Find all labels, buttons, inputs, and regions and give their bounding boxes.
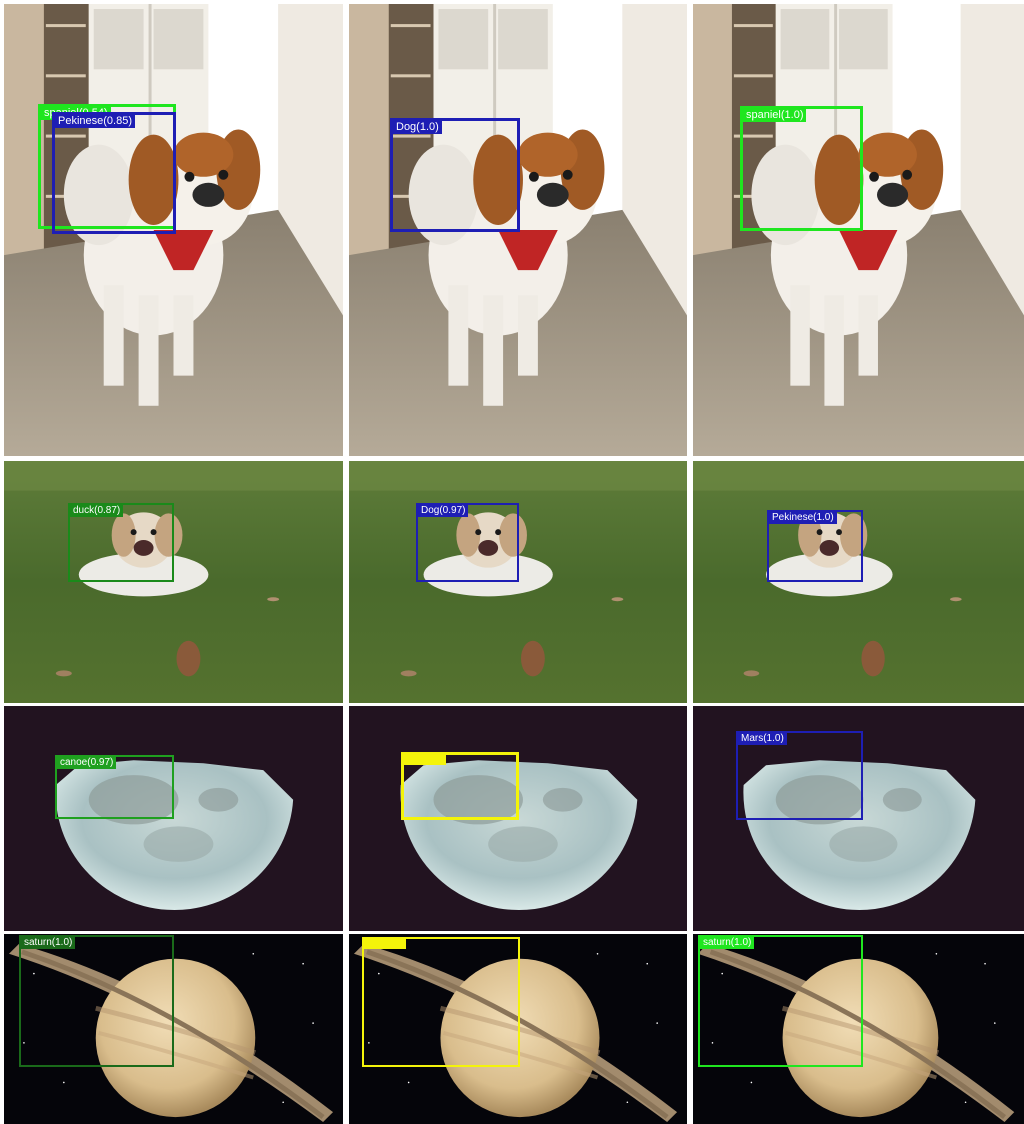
image-cell-r1-c1: spaniel(0.54) Pekinese(0.85) xyxy=(4,4,343,456)
image-cell-r3-c1: canoe(0.97) xyxy=(4,706,343,931)
detection-bounding-box: duck(0.87) xyxy=(68,503,174,582)
image-cell-r2-c2: Dog(0.97) xyxy=(349,461,687,703)
detection-label: canoe(0.97) xyxy=(57,757,117,769)
dog-grass-photo xyxy=(4,461,343,703)
detection-label xyxy=(364,939,406,949)
image-cell-r4-c1: saturn(1.0) xyxy=(4,934,343,1124)
detection-label: Dog(0.97) xyxy=(418,505,469,517)
saturn-image xyxy=(693,934,1024,1124)
detection-bounding-box: Dog(1.0) xyxy=(390,118,520,232)
saturn-photo xyxy=(693,934,1024,1124)
detection-bounding-box: saturn(1.0) xyxy=(19,935,174,1067)
dog-grass-image xyxy=(4,461,343,703)
detection-label: saturn(1.0) xyxy=(700,937,755,949)
detection-bounding-box: saturn(1.0) xyxy=(698,935,863,1067)
dog-grass-photo xyxy=(349,461,687,703)
image-cell-r1-c3: spaniel(1.0) xyxy=(693,4,1024,456)
image-cell-r3-c3: Mars(1.0) xyxy=(693,706,1024,931)
detection-bounding-box xyxy=(401,752,519,820)
dog-indoor-photo xyxy=(4,4,343,456)
image-cell-r2-c1: duck(0.87) xyxy=(4,461,343,703)
dog-grass-image xyxy=(693,461,1024,703)
image-cell-r2-c3: Pekinese(1.0) xyxy=(693,461,1024,703)
moon-image xyxy=(349,706,687,931)
detection-label: spaniel(1.0) xyxy=(743,109,807,122)
detection-label: saturn(1.0) xyxy=(21,937,76,949)
dog-indoor-image xyxy=(4,4,343,456)
moon-photo xyxy=(693,706,1024,931)
detection-label: Dog(1.0) xyxy=(393,121,442,134)
dog-grass-image xyxy=(349,461,687,703)
detection-label xyxy=(404,755,446,765)
detection-label: Pekinese(0.85) xyxy=(55,115,135,128)
detection-bounding-box: Dog(0.97) xyxy=(416,503,519,582)
dog-grass-photo xyxy=(693,461,1024,703)
detection-bounding-box: Pekinese(1.0) xyxy=(767,510,863,582)
detection-bounding-box xyxy=(362,937,520,1067)
image-cell-r4-c2 xyxy=(349,934,687,1124)
detection-label: duck(0.87) xyxy=(70,505,124,517)
detection-bounding-box: canoe(0.97) xyxy=(55,755,174,819)
detection-bounding-box: Mars(1.0) xyxy=(736,731,863,820)
moon-image xyxy=(693,706,1024,931)
image-cell-r1-c2: Dog(1.0) xyxy=(349,4,687,456)
detection-bounding-box: Pekinese(0.85) xyxy=(52,112,176,234)
image-cell-r3-c2 xyxy=(349,706,687,931)
detection-label: Mars(1.0) xyxy=(738,733,787,745)
moon-photo xyxy=(349,706,687,931)
image-cell-r4-c3: saturn(1.0) xyxy=(693,934,1024,1124)
detection-label: Pekinese(1.0) xyxy=(769,512,837,524)
detection-bounding-box: spaniel(1.0) xyxy=(740,106,863,231)
